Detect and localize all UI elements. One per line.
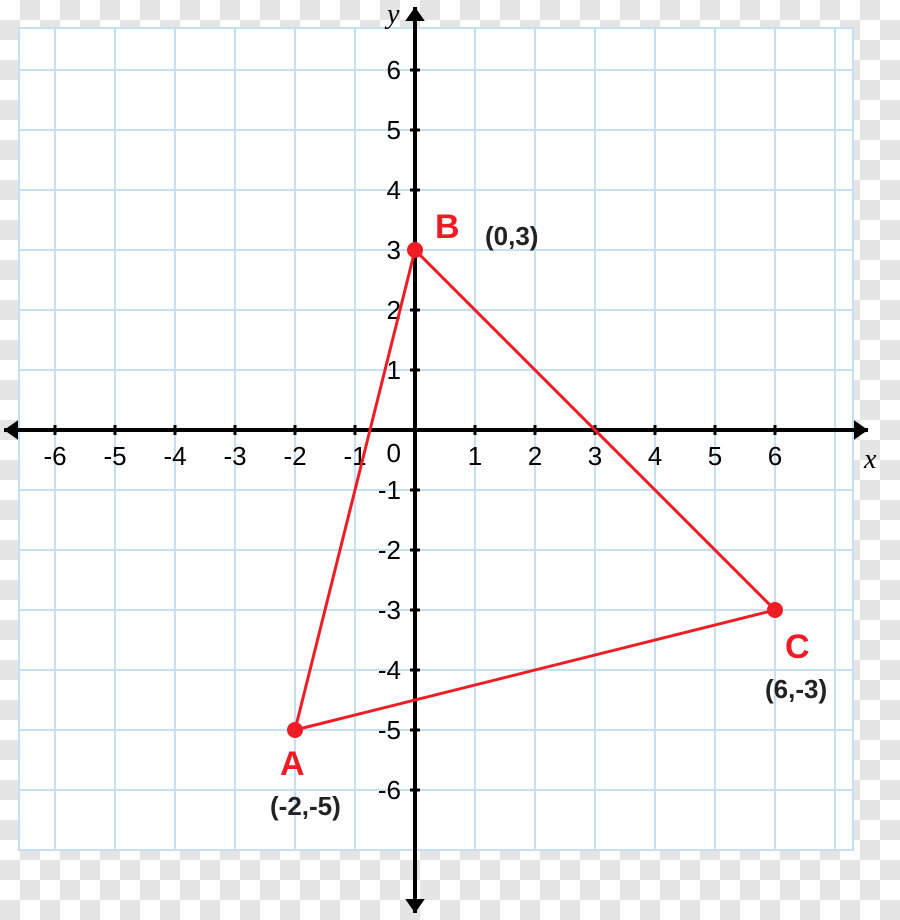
- point-A: [287, 722, 303, 738]
- y-tick-label: -6: [378, 775, 401, 805]
- point-C-coord: (6,-3): [765, 674, 827, 704]
- point-C: [767, 602, 783, 618]
- y-tick-label: 6: [387, 55, 401, 85]
- y-tick-label: -4: [378, 655, 401, 685]
- point-B: [407, 242, 423, 258]
- grid-panel: [19, 28, 853, 850]
- y-tick-label: -5: [378, 715, 401, 745]
- x-tick-label: -3: [223, 441, 246, 471]
- y-tick-label: -2: [378, 535, 401, 565]
- y-tick-label: 3: [387, 235, 401, 265]
- y-tick-label: 4: [387, 175, 401, 205]
- x-tick-label: -4: [163, 441, 186, 471]
- y-tick-label: 5: [387, 115, 401, 145]
- x-tick-label: -2: [283, 441, 306, 471]
- x-tick-label: 3: [588, 441, 602, 471]
- origin-label: 0: [387, 438, 401, 468]
- y-tick-label: -3: [378, 595, 401, 625]
- x-tick-label: -6: [43, 441, 66, 471]
- y-axis-label: y: [384, 0, 400, 30]
- point-B-coord: (0,3): [485, 221, 538, 251]
- x-tick-label: 2: [528, 441, 542, 471]
- point-B-letter: B: [435, 208, 460, 246]
- x-tick-label: 5: [708, 441, 722, 471]
- y-tick-label: -1: [378, 475, 401, 505]
- x-axis-label: x: [863, 444, 877, 475]
- coordinate-plane-chart: yx-6-6-5-5-4-4-3-3-2-2-1-11122334455660A…: [0, 0, 900, 920]
- point-C-letter: C: [785, 628, 810, 666]
- x-tick-label: -5: [103, 441, 126, 471]
- x-tick-label: 6: [768, 441, 782, 471]
- x-tick-label: 4: [648, 441, 662, 471]
- x-tick-label: 1: [468, 441, 482, 471]
- point-A-letter: A: [280, 745, 305, 783]
- point-A-coord: (-2,-5): [270, 791, 341, 821]
